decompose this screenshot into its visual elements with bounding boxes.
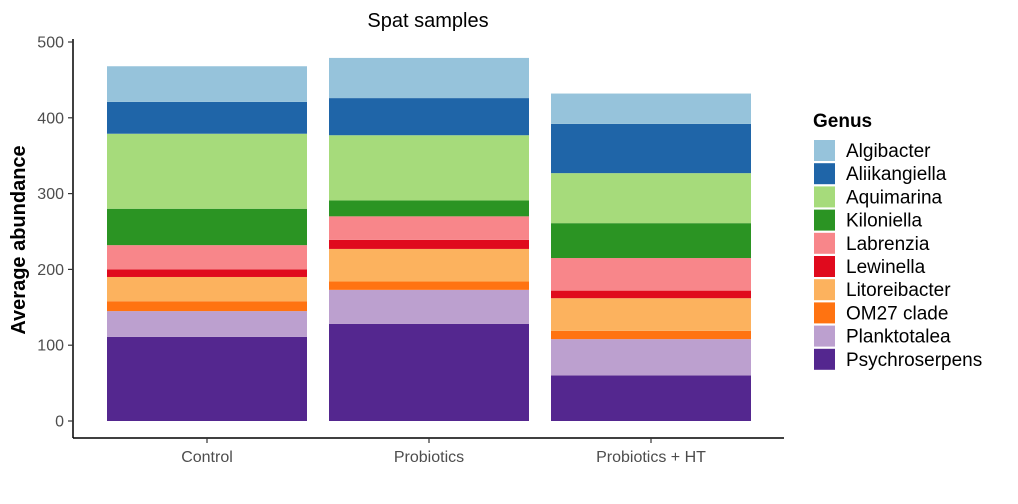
bar-segment-control-om27-clade (107, 301, 307, 312)
y-tick-label: 0 (55, 414, 64, 431)
y-tick-label: 500 (37, 35, 64, 52)
legend-label: Aquimarina (846, 187, 943, 208)
legend-label: OM27 clade (846, 303, 948, 324)
legend-swatch (814, 140, 835, 161)
bar-segment-control-litoreibacter (107, 276, 307, 302)
x-tick-label: Probiotics (394, 449, 464, 466)
bar-segment-probiotics-ht-planktotalea (551, 339, 751, 376)
bar-segment-probiotics-ht-aliikangiella (551, 123, 751, 174)
bar-segment-control-aliikangiella (107, 101, 307, 134)
legend-label: Lewinella (846, 257, 926, 278)
legend-swatch (814, 232, 835, 254)
legend-swatch (814, 209, 835, 231)
legend-label: Labrenzia (846, 234, 930, 255)
legend-label: Kiloniella (846, 211, 922, 232)
legend-label: Aliikangiella (846, 164, 947, 185)
y-tick-label: 100 (37, 338, 64, 355)
bar-segment-control-psychroserpens (107, 336, 307, 421)
bar-segment-probiotics-ht-lewinella (551, 290, 751, 299)
bar-segment-probiotics-ht-psychroserpens (551, 375, 751, 421)
legend-label: Algibacter (846, 141, 931, 162)
bar-segment-probiotics-ht-om27-clade (551, 330, 751, 340)
y-tick-label: 200 (37, 262, 64, 279)
legend-swatch (814, 302, 835, 324)
bar-segment-probiotics-kiloniella (329, 200, 529, 217)
x-ticks: Control Probiotics Probiotics + HT (181, 438, 706, 466)
legend-label: Planktotalea (846, 327, 951, 348)
legend-label: Psychroserpens (846, 350, 982, 371)
bar-segment-control-labrenzia (107, 245, 307, 270)
bar-segment-probiotics-aquimarina (329, 135, 529, 201)
bar-segment-probiotics-ht-litoreibacter (551, 298, 751, 331)
legend-swatch (814, 325, 835, 347)
legend-swatch (814, 256, 835, 277)
bar-segment-control-kiloniella (107, 208, 307, 246)
y-ticks: 0 100 200 300 400 500 (37, 35, 73, 431)
legend-swatch (814, 348, 835, 370)
chart-title: Spat samples (367, 10, 488, 32)
x-tick-label: Probiotics + HT (596, 449, 706, 466)
bar-segment-probiotics-ht-kiloniella (551, 223, 751, 259)
y-tick-label: 400 (37, 110, 64, 127)
bar-segment-probiotics-lewinella (329, 239, 529, 249)
bar-segment-control-lewinella (107, 269, 307, 277)
bar-segment-probiotics-ht-labrenzia (551, 258, 751, 291)
bar-segment-probiotics-ht-aquimarina (551, 173, 751, 224)
bar-segment-control-planktotalea (107, 311, 307, 337)
y-tick-label: 300 (37, 186, 64, 203)
y-axis-title: Average abundance (8, 145, 30, 334)
legend-label: Litoreibacter (846, 280, 951, 301)
legend-swatch (814, 186, 835, 208)
legend-swatch (814, 163, 835, 185)
bar-segment-control-aquimarina (107, 133, 307, 209)
bar-segment-probiotics-algibacter (329, 57, 529, 99)
bar-segment-probiotics-om27-clade (329, 281, 529, 290)
bar-segment-probiotics-ht-algibacter (551, 93, 751, 124)
bar-segment-probiotics-aliikangiella (329, 98, 529, 136)
bars-layer (107, 57, 751, 421)
bar-segment-probiotics-psychroserpens (329, 323, 529, 421)
legend-title: Genus (813, 111, 872, 132)
bar-segment-probiotics-litoreibacter (329, 248, 529, 282)
legend-swatch (814, 279, 835, 301)
bar-segment-probiotics-planktotalea (329, 289, 529, 324)
bar-segment-probiotics-labrenzia (329, 216, 529, 240)
x-tick-label: Control (181, 449, 233, 466)
bar-segment-control-algibacter (107, 66, 307, 102)
